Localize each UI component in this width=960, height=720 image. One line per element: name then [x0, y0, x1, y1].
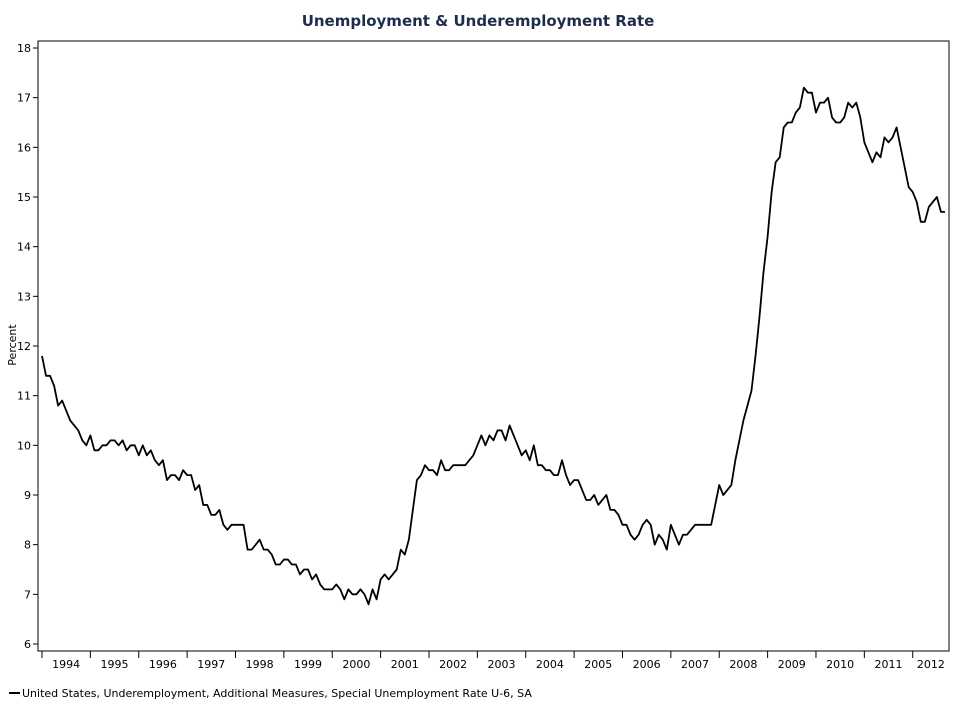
y-axis-title: Percent: [6, 324, 19, 366]
x-tick-label: 2010: [826, 658, 854, 671]
x-tick-label: 2012: [917, 658, 945, 671]
legend-label: United States, Underemployment, Addition…: [22, 687, 532, 700]
y-tick-label: 6: [24, 638, 31, 651]
y-tick-label: 10: [17, 439, 31, 452]
chart-title: Unemployment & Underemployment Rate: [302, 12, 655, 30]
y-tick-label: 9: [24, 489, 31, 502]
x-tick-label: 2009: [778, 658, 806, 671]
x-tick-label: 2007: [681, 658, 709, 671]
x-tick-label: 1997: [197, 658, 225, 671]
y-tick-label: 8: [24, 539, 31, 552]
y-tick-label: 7: [24, 588, 31, 601]
y-tick-label: 11: [17, 390, 31, 403]
y-tick-label: 15: [17, 191, 31, 204]
x-tick-label: 1994: [52, 658, 80, 671]
x-tick-label: 2008: [729, 658, 757, 671]
y-tick-label: 12: [17, 340, 31, 353]
x-tick-label: 2002: [439, 658, 467, 671]
x-tick-label: 2000: [342, 658, 370, 671]
plot-frame: [37, 40, 950, 652]
y-tick-label: 18: [17, 42, 31, 55]
x-tick-label: 1998: [246, 658, 274, 671]
x-tick-label: 2001: [391, 658, 419, 671]
x-axis: 1994 1995 1996 1997 1998 1999 2000 2001 2002 2003…: [41, 651, 945, 671]
series-line: [41, 86, 945, 606]
x-tick-label: 1996: [149, 658, 177, 671]
x-tick-label: 2011: [875, 658, 903, 671]
series-layer: [41, 86, 945, 606]
x-tick-label: 1999: [294, 658, 322, 671]
y-tick-label: 16: [17, 141, 31, 154]
y-axis: 6 7 8 9 10 11 12 13 14 15 16 17 18: [17, 42, 38, 651]
legend: United States, Underemployment, Addition…: [9, 687, 532, 700]
x-tick-label: 1995: [101, 658, 129, 671]
x-tick-label: 2004: [536, 658, 564, 671]
x-tick-label: 2003: [488, 658, 516, 671]
y-tick-label: 14: [17, 241, 31, 254]
y-tick-label: 17: [17, 92, 31, 105]
x-tick-label: 2005: [584, 658, 612, 671]
y-tick-label: 13: [17, 290, 31, 303]
x-tick-label: 2006: [633, 658, 661, 671]
